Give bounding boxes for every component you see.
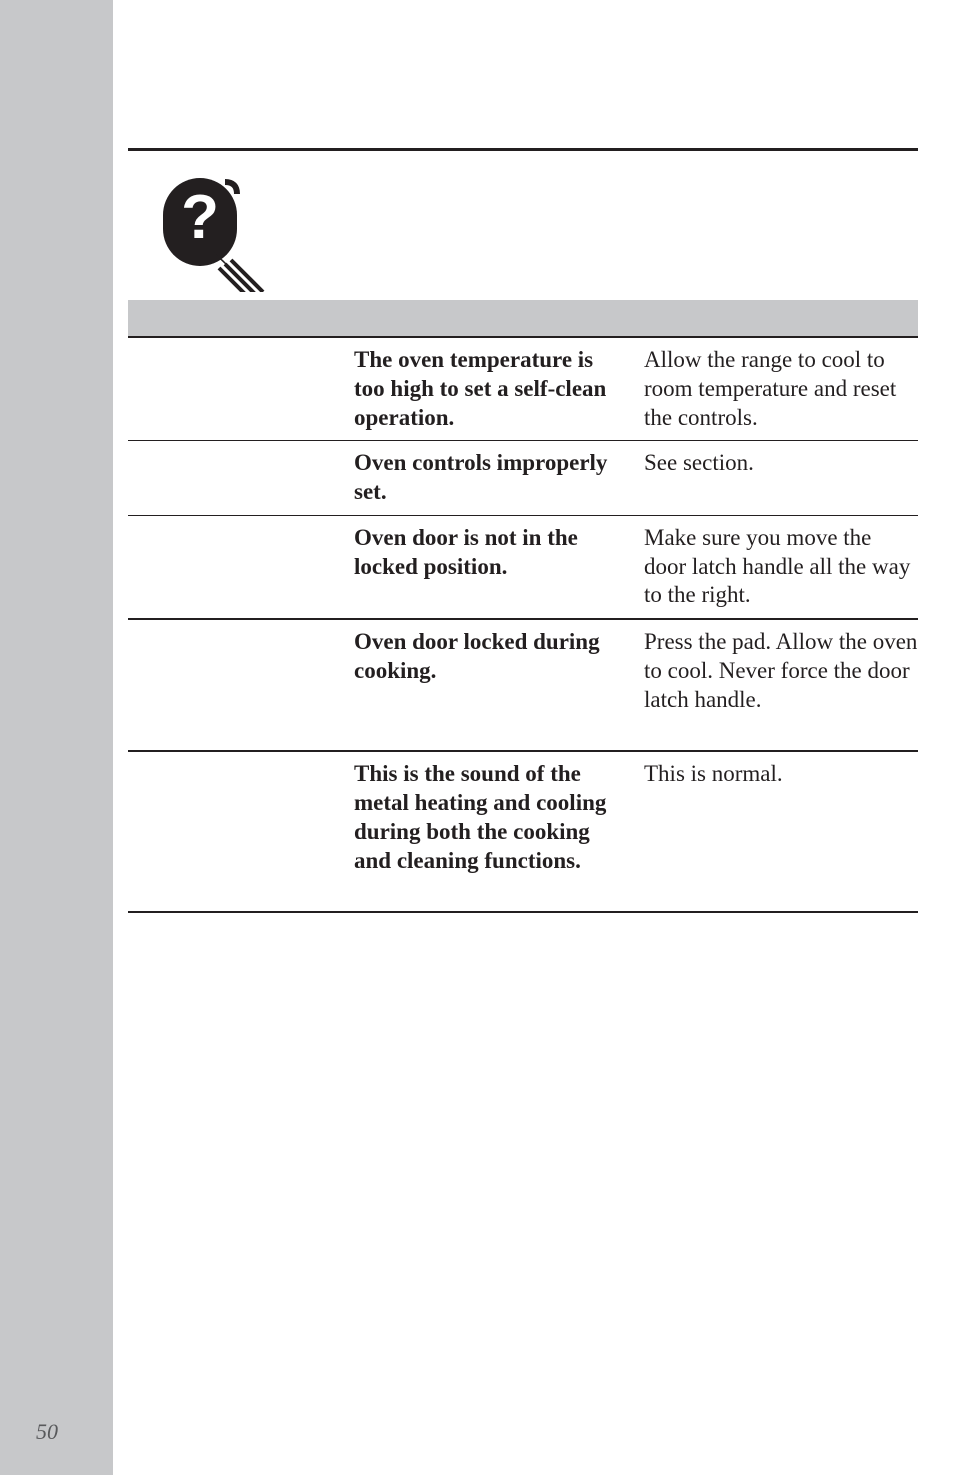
problem-cell — [128, 628, 354, 714]
section-top-rule — [128, 148, 918, 151]
fix-cell: Make sure you move the door latch handle… — [644, 524, 918, 610]
problem-cell — [128, 449, 354, 507]
table-row: Oven door is not in the locked position.… — [128, 515, 918, 618]
table-row: This is the sound of the metal heating a… — [128, 750, 918, 911]
cause-cell: Oven door is not in the locked position. — [354, 524, 644, 610]
problem-cell — [128, 760, 354, 875]
cause-cell: The oven temperature is too high to set … — [354, 346, 644, 432]
fix-text-prefix: See — [644, 450, 683, 475]
problem-cell — [128, 524, 354, 610]
fix-cell: See section. — [644, 449, 918, 507]
fix-text-suffix: section. — [683, 450, 754, 475]
fix-cell: This is normal. — [644, 760, 918, 875]
fix-text-prefix: Press the — [644, 629, 732, 654]
cause-cell: Oven door locked during cooking. — [354, 628, 644, 714]
page-number: 50 — [36, 1419, 58, 1445]
fix-cell: Press the pad. Allow the oven to cool. N… — [644, 628, 918, 714]
cause-cell: This is the sound of the metal heating a… — [354, 760, 644, 875]
fix-cell: Allow the range to cool to room temperat… — [644, 346, 918, 432]
svg-text:?: ? — [181, 183, 219, 252]
table-header-band — [128, 300, 918, 336]
troubleshooting-table: The oven temperature is too high to set … — [128, 300, 918, 913]
cause-cell: Oven controls improperly set. — [354, 449, 644, 507]
left-sidebar-rail — [0, 0, 113, 1475]
table-bottom-rule — [128, 911, 918, 913]
question-mark-icon: ? — [153, 172, 273, 292]
table-row: Oven door locked during cooking. Press t… — [128, 618, 918, 750]
table-row: Oven controls improperly set. See sectio… — [128, 440, 918, 515]
table-row: The oven temperature is too high to set … — [128, 336, 918, 440]
problem-cell — [128, 346, 354, 432]
